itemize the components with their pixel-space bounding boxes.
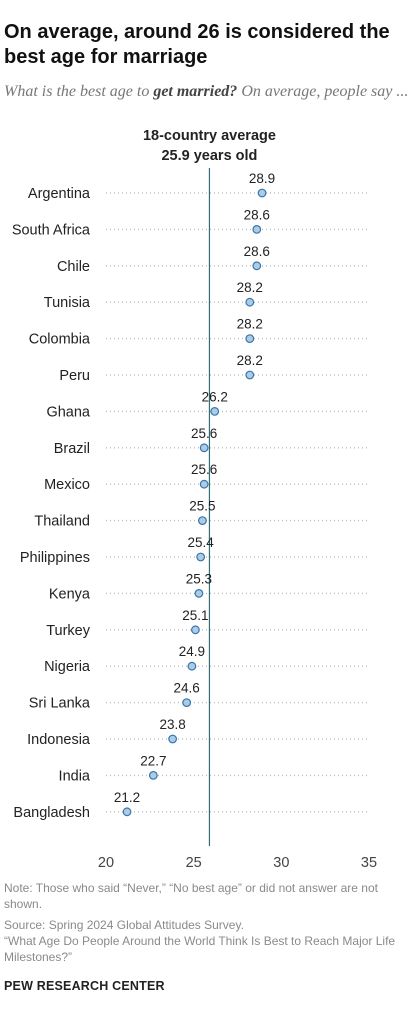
category-label: Nigeria: [44, 659, 91, 675]
data-point: [210, 407, 220, 416]
average-label-line1: 18-country average: [143, 128, 276, 144]
category-label: Indonesia: [27, 732, 91, 748]
value-label: 21.2: [114, 790, 140, 805]
data-point: [191, 625, 200, 635]
value-label: 28.6: [244, 244, 270, 259]
value-label: 25.4: [188, 535, 215, 550]
category-label: Tunisia: [44, 295, 91, 311]
data-point: [182, 698, 192, 707]
data-point: [194, 589, 204, 598]
value-label: 25.5: [189, 499, 215, 514]
brand-logo-text: PEW RESEARCH CENTER: [4, 979, 165, 993]
value-label: 28.9: [249, 171, 275, 186]
chart-title: On average, around 26 is considered the …: [4, 21, 390, 68]
value-label: 28.2: [237, 317, 263, 332]
data-point: [199, 443, 209, 453]
value-label: 28.2: [237, 353, 263, 368]
data-point: [196, 552, 206, 562]
value-label: 23.8: [159, 717, 185, 732]
x-tick-label: 30: [273, 855, 289, 870]
value-label: 22.7: [140, 753, 166, 768]
category-label: India: [59, 768, 91, 784]
value-label: 25.1: [182, 608, 208, 623]
footnote: Note: Those who said “Never,” “No best a…: [4, 881, 378, 911]
source-line: Source: Spring 2024 Global Attitudes Sur…: [4, 918, 244, 932]
value-label: 25.6: [191, 462, 217, 477]
value-label: 26.2: [202, 389, 228, 404]
category-label: Peru: [59, 368, 90, 384]
value-label: 25.3: [186, 571, 212, 586]
category-label: Brazil: [54, 441, 90, 457]
chart-subtitle: What is the best age to get married? On …: [4, 81, 414, 102]
data-point: [187, 661, 197, 671]
value-label: 25.6: [191, 426, 217, 441]
data-point: [252, 261, 262, 271]
category-label: Philippines: [20, 550, 90, 566]
category-label: Mexico: [44, 477, 90, 493]
category-label: Colombia: [29, 332, 91, 348]
subtitle-post: On average, people say ...: [237, 83, 409, 100]
category-label: Sri Lanka: [29, 696, 91, 712]
category-label: Argentina: [28, 186, 91, 202]
x-tick-label: 25: [186, 855, 202, 870]
category-label: Chile: [57, 259, 90, 275]
data-point: [257, 188, 267, 198]
data-point: [245, 297, 255, 307]
dot-chart: 18-country average 25.9 years old Argentin…: [12, 128, 377, 870]
category-label: South Africa: [12, 222, 91, 238]
category-label: Turkey: [46, 623, 91, 639]
category-label: Bangladesh: [13, 805, 90, 821]
report-title: “What Age Do People Around the World Thi…: [4, 934, 396, 964]
x-tick-label: 20: [98, 855, 114, 870]
value-label: 28.6: [244, 207, 270, 222]
category-label: Kenya: [49, 586, 91, 602]
subtitle-emphasis: get married?: [153, 83, 238, 100]
data-point: [148, 771, 158, 780]
subtitle-pre: What is the best age to: [4, 83, 154, 100]
value-label: 28.2: [237, 280, 263, 295]
data-point: [245, 370, 255, 380]
x-tick-label: 35: [361, 855, 377, 870]
data-point: [199, 479, 209, 489]
data-point: [122, 807, 132, 817]
data-point: [245, 334, 255, 344]
category-label: Thailand: [34, 514, 90, 530]
value-label: 24.9: [179, 644, 205, 659]
category-label: Ghana: [46, 404, 90, 420]
value-label: 24.6: [174, 681, 200, 696]
data-point: [168, 734, 178, 744]
data-point: [198, 516, 207, 525]
data-point: [252, 224, 262, 234]
average-label-line2: 25.9 years old: [161, 148, 257, 164]
